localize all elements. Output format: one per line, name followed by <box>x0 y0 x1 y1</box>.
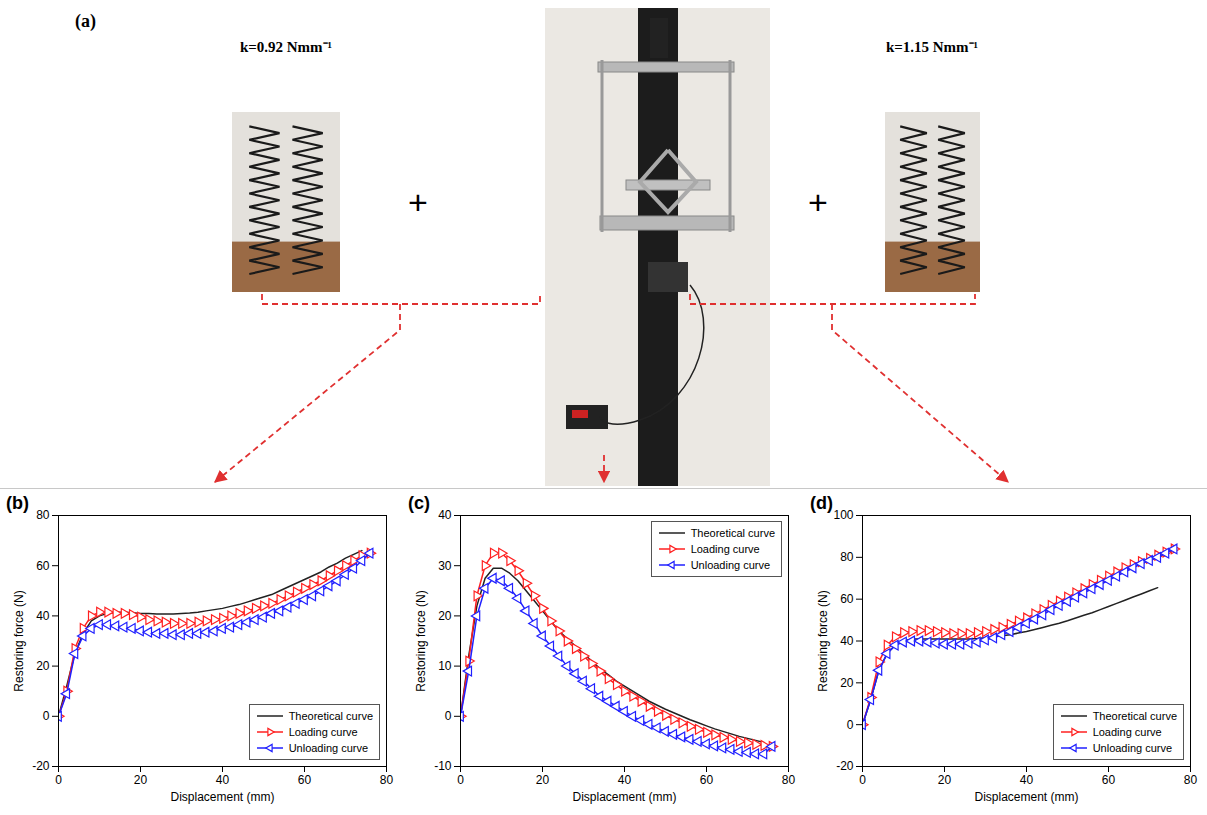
html-text:Loading curve: Loading curve <box>1092 726 1162 738</box>
svg-text:+: + <box>808 183 828 221</box>
svg-text:-10: -10 <box>434 759 452 773</box>
svg-text:80: 80 <box>782 773 796 787</box>
svg-text:60: 60 <box>36 559 50 573</box>
svg-text:20: 20 <box>36 659 50 673</box>
svg-text:60: 60 <box>840 592 854 606</box>
svg-text:0: 0 <box>457 773 464 787</box>
html-text:Loading curve: Loading curve <box>288 726 358 738</box>
html-text:Unloading curve: Unloading curve <box>1092 742 1173 754</box>
svg-text:Displacement (mm): Displacement (mm) <box>170 790 274 804</box>
svg-text:Displacement (mm): Displacement (mm) <box>572 790 676 804</box>
svg-text:+: + <box>408 183 428 221</box>
svg-text:20: 20 <box>840 676 854 690</box>
svg-text:40: 40 <box>438 508 452 522</box>
svg-text:-20: -20 <box>32 759 50 773</box>
svg-text:k=0.92 Nmm⁻¹: k=0.92 Nmm⁻¹ <box>240 39 332 55</box>
svg-text:Displacement (mm): Displacement (mm) <box>974 790 1078 804</box>
svg-text:Restoring force (N): Restoring force (N) <box>816 590 830 691</box>
svg-text:60: 60 <box>1102 773 1116 787</box>
svg-text:10: 10 <box>438 659 452 673</box>
html-text:Unloading curve: Unloading curve <box>690 559 771 571</box>
svg-text:80: 80 <box>840 550 854 564</box>
svg-text:Restoring force (N): Restoring force (N) <box>12 590 26 691</box>
html-text:(c): (c) <box>408 493 430 513</box>
svg-text:-20: -20 <box>836 759 854 773</box>
svg-text:0: 0 <box>55 773 62 787</box>
html-text:Unloading curve: Unloading curve <box>288 742 369 754</box>
svg-text:40: 40 <box>618 773 632 787</box>
svg-text:20: 20 <box>134 773 148 787</box>
svg-text:(a): (a) <box>75 11 96 32</box>
svg-text:0: 0 <box>43 709 50 723</box>
html-text:Theoretical curve: Theoretical curve <box>1092 710 1177 722</box>
html-text:Loading curve: Loading curve <box>690 543 760 555</box>
svg-text:100: 100 <box>833 508 853 522</box>
html-text:(b): (b) <box>6 493 29 513</box>
svg-text:Restoring force (N): Restoring force (N) <box>414 590 428 691</box>
html-text:Theoretical curve: Theoretical curve <box>288 710 373 722</box>
svg-text:60: 60 <box>298 773 312 787</box>
svg-text:80: 80 <box>1184 773 1198 787</box>
svg-text:60: 60 <box>700 773 714 787</box>
svg-text:40: 40 <box>216 773 230 787</box>
svg-text:k=1.15 Nmm⁻¹: k=1.15 Nmm⁻¹ <box>886 39 978 55</box>
svg-text:40: 40 <box>1020 773 1034 787</box>
svg-text:40: 40 <box>840 634 854 648</box>
svg-text:20: 20 <box>938 773 952 787</box>
svg-text:40: 40 <box>36 609 50 623</box>
svg-text:0: 0 <box>847 718 854 732</box>
svg-text:80: 80 <box>36 508 50 522</box>
html-text:Theoretical curve: Theoretical curve <box>690 527 775 539</box>
svg-text:20: 20 <box>438 609 452 623</box>
html-text:(d): (d) <box>810 493 833 513</box>
svg-text:0: 0 <box>445 709 452 723</box>
svg-text:0: 0 <box>859 773 866 787</box>
svg-text:80: 80 <box>380 773 394 787</box>
svg-text:20: 20 <box>536 773 550 787</box>
svg-text:30: 30 <box>438 559 452 573</box>
